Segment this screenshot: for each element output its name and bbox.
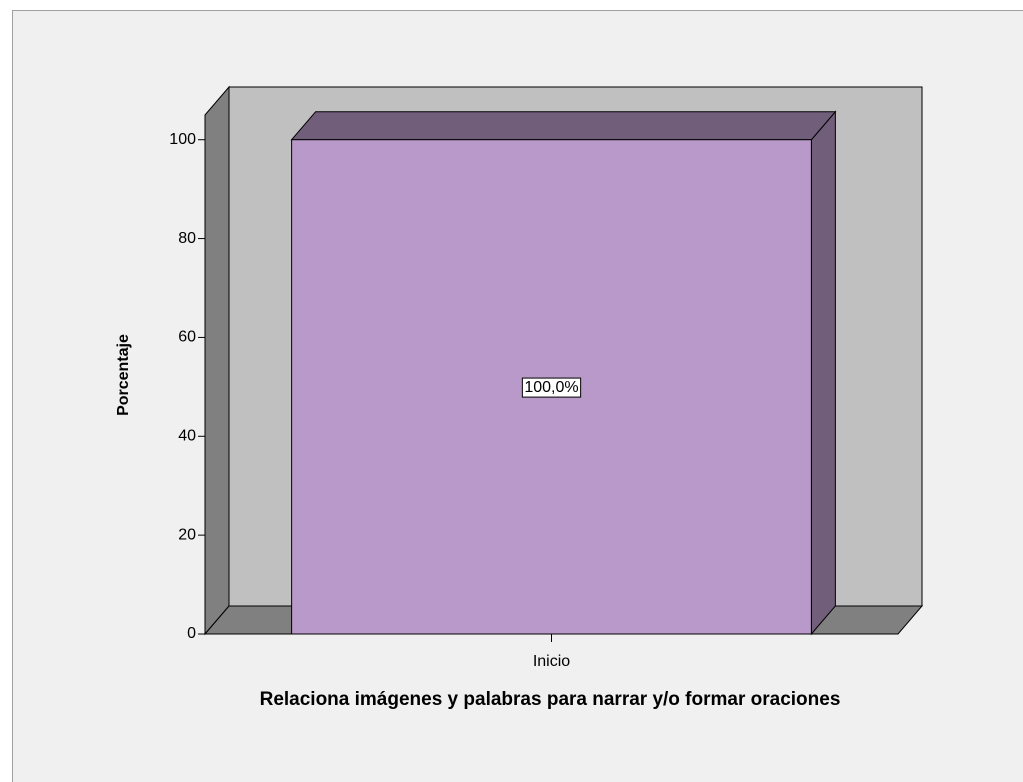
value-label: 100,0%	[524, 379, 578, 396]
y-tick-label: 20	[178, 526, 196, 543]
x-axis-label: Relaciona imágenes y palabras para narra…	[259, 689, 841, 710]
y-axis-label: Porcentaje	[115, 334, 132, 416]
y-tick-label: 80	[178, 230, 196, 247]
x-tick-label: Inicio	[533, 653, 570, 670]
y-tick-label: 0	[187, 625, 196, 642]
y-tick-label: 60	[178, 329, 196, 346]
bar-side	[810, 110, 836, 636]
y-tick-label: 40	[178, 428, 196, 445]
y-tick-label: 100	[169, 131, 196, 148]
value-label-box	[521, 377, 582, 398]
bar-top	[290, 111, 837, 141]
left-wall	[204, 85, 230, 636]
